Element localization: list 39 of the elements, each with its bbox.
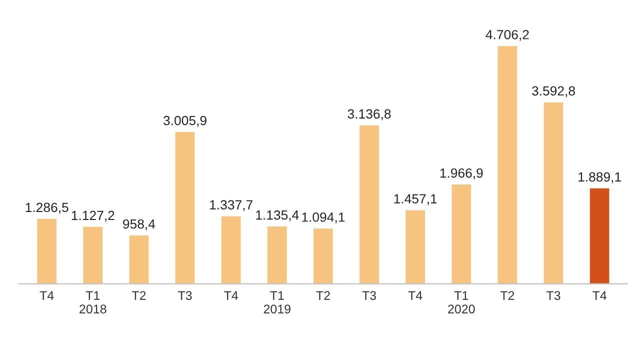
data-label: 3.136,8: [348, 109, 391, 120]
bar: [406, 210, 425, 284]
x-tick-label: T1 2020: [448, 291, 475, 314]
bar: [221, 216, 241, 284]
x-tick-label: T2: [132, 291, 146, 300]
bar: [544, 102, 564, 284]
data-label: 958,4: [123, 219, 156, 230]
x-tick-label: T1 2018: [80, 291, 106, 314]
bar: [129, 235, 149, 284]
x-tick-label: T2: [500, 291, 514, 300]
data-label: 1.457,1: [394, 194, 437, 206]
bar: [314, 228, 333, 284]
x-tick-label: T1 2019: [264, 291, 290, 314]
data-label: 1.337,7: [210, 200, 252, 212]
data-label: 1.127,2: [72, 210, 114, 222]
x-tick-label: T4: [40, 291, 54, 300]
data-label: 4.706,2: [486, 30, 529, 41]
bar: [37, 218, 57, 284]
data-label: 3.005,9: [164, 116, 206, 127]
x-tick-label: T4: [408, 291, 422, 300]
x-tick-label: T2: [316, 291, 330, 300]
x-tick-label: T4: [224, 291, 238, 300]
x-tick-label: T4: [592, 291, 606, 300]
data-label: 3.592,8: [532, 86, 575, 98]
bar: [83, 226, 103, 284]
data-label: 1.094,1: [302, 212, 345, 224]
bar: [267, 226, 287, 284]
x-tick-label: T3: [178, 291, 192, 300]
bar: [360, 125, 379, 284]
x-tick-label: T3: [546, 291, 560, 300]
data-label: 1.135,4: [256, 210, 299, 222]
data-label: 1.966,9: [440, 168, 483, 180]
x-tick-label: T3: [362, 291, 376, 300]
bar: [175, 132, 195, 284]
bar: [590, 188, 610, 284]
bar: [452, 184, 472, 284]
data-label: 1.286,5: [26, 202, 68, 214]
bar: [498, 46, 518, 284]
data-label: 1.889,1: [578, 172, 621, 184]
